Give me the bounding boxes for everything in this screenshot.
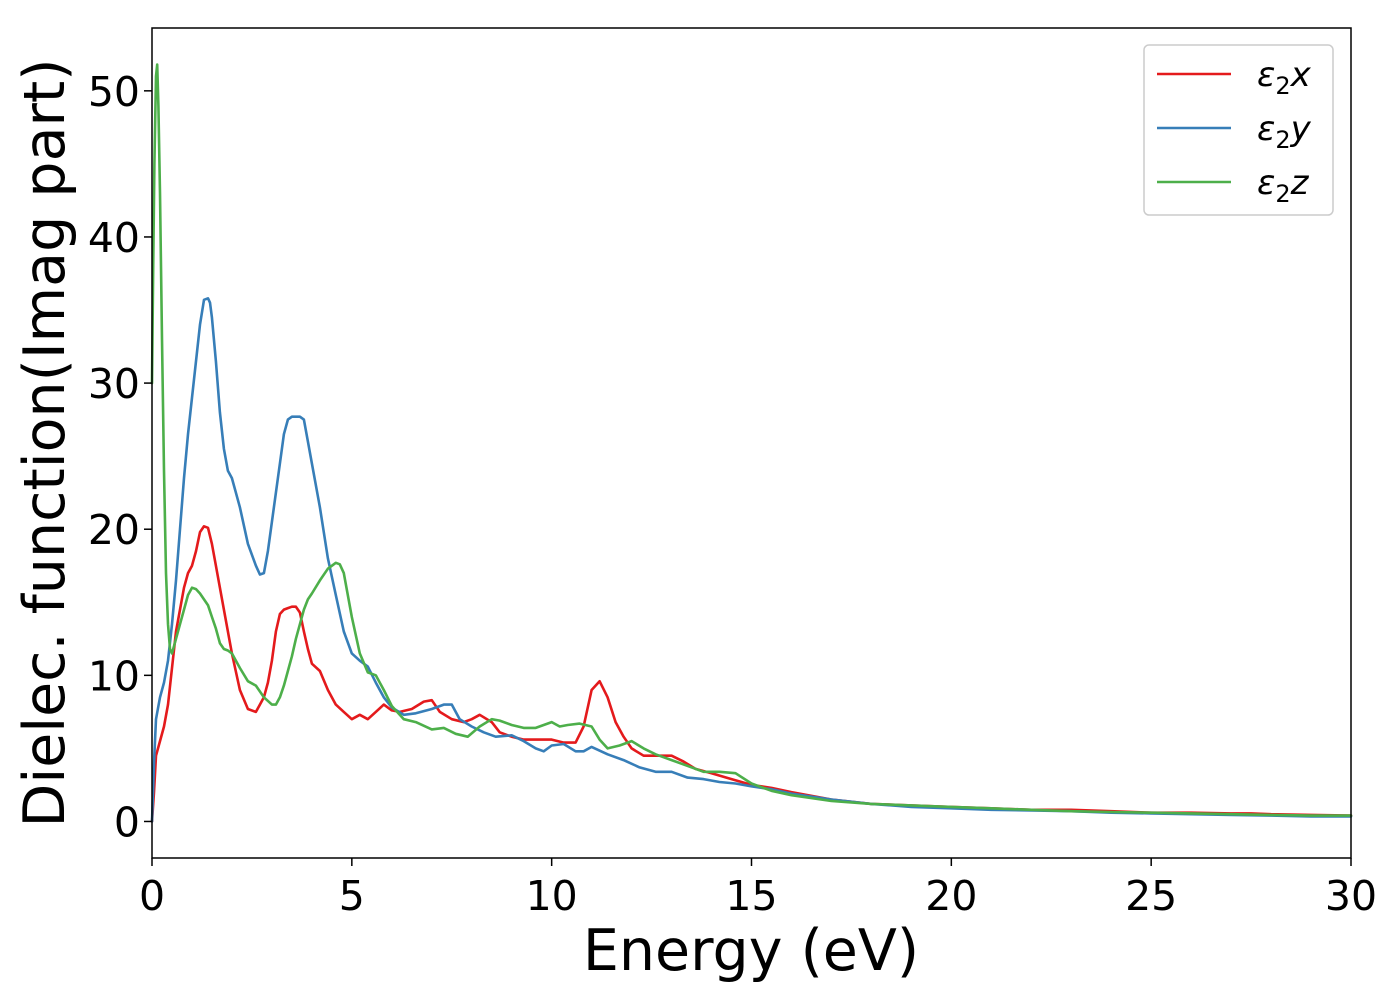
series-line-z xyxy=(150,63,1353,817)
y-tick-label: 0 xyxy=(114,798,140,846)
y-tick-label: 40 xyxy=(88,214,140,262)
x-tick-label: 10 xyxy=(526,872,578,920)
series-line-y xyxy=(150,297,1353,823)
legend-entries: ε2x ε2y ε2z xyxy=(1157,55,1312,208)
y-tick-label: 10 xyxy=(88,652,140,700)
x-axis-ticks: 0 5 10 15 20 25 30 xyxy=(139,858,1377,920)
legend-label-y: ε2y xyxy=(1257,109,1312,154)
legend-box xyxy=(1143,44,1334,216)
legend-label-z: ε2z xyxy=(1257,163,1310,208)
series-layer xyxy=(150,63,1353,823)
x-tick-label: 25 xyxy=(1125,872,1177,920)
x-axis-title: Energy (eV) xyxy=(583,918,919,984)
y-tick-label: 30 xyxy=(88,360,140,408)
y-tick-label: 20 xyxy=(88,506,140,554)
x-tick-label: 20 xyxy=(925,872,977,920)
x-tick-label: 0 xyxy=(139,872,165,920)
y-axis-title: Dielec. function(Imag part) xyxy=(12,58,78,827)
y-tick-label: 50 xyxy=(88,68,140,116)
x-tick-label: 15 xyxy=(725,872,777,920)
x-tick-label: 30 xyxy=(1325,872,1377,920)
x-tick-label: 5 xyxy=(339,872,365,920)
legend-label-x: ε2x xyxy=(1257,55,1312,100)
y-axis-ticks: 0 10 20 30 40 50 xyxy=(88,68,152,846)
legend: ε2x ε2y ε2z xyxy=(1143,44,1334,216)
